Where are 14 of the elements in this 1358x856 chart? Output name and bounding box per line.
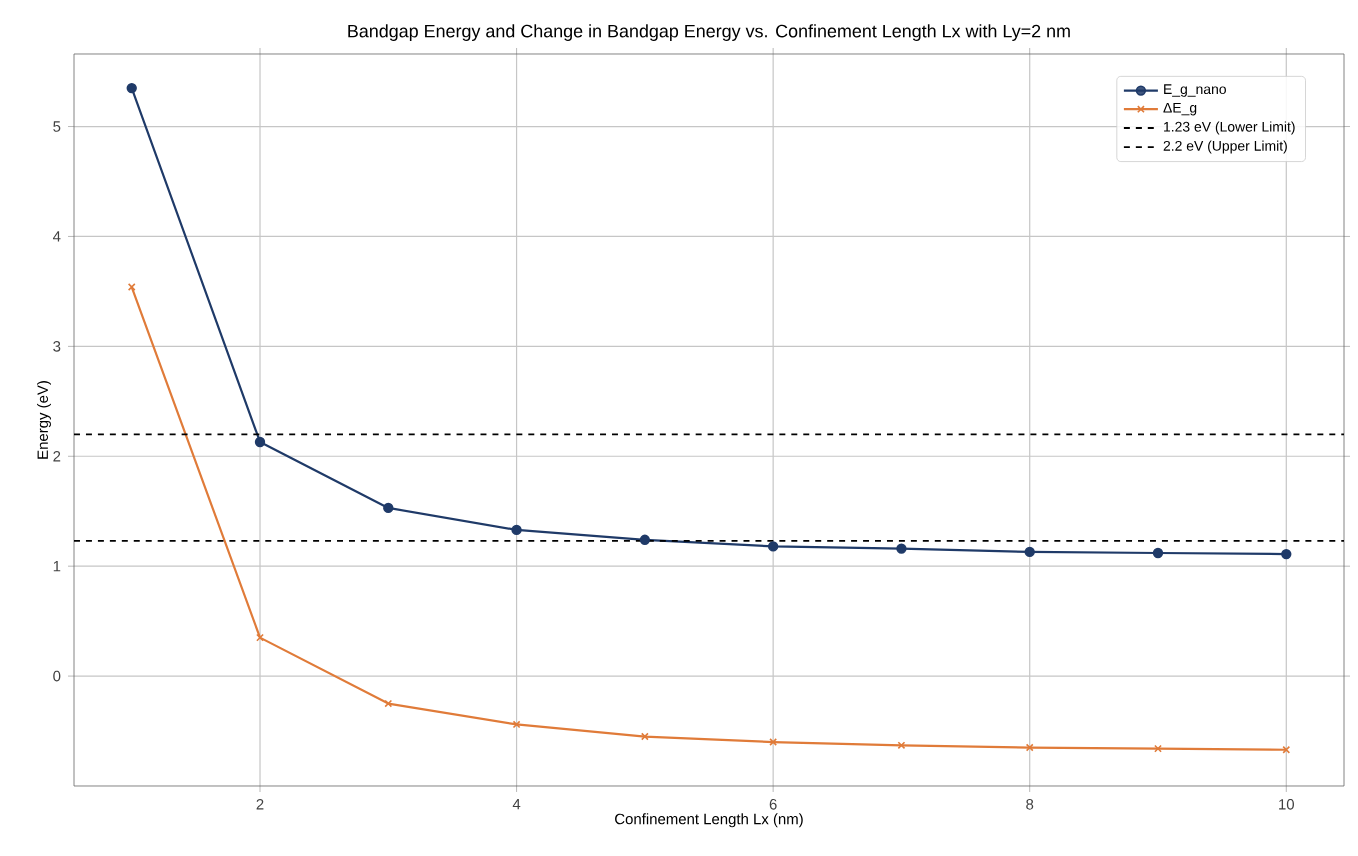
point xyxy=(512,720,521,729)
point xyxy=(639,534,651,545)
point xyxy=(1152,547,1164,559)
point xyxy=(1281,548,1292,560)
chart-title: Bandgap Energy and Change in Bandgap Energy vs. Confinement Length Lx with Ly=2 nm xyxy=(348,24,1070,41)
point xyxy=(383,502,394,514)
point xyxy=(126,82,137,94)
point xyxy=(1024,546,1035,558)
point xyxy=(769,738,778,746)
point xyxy=(511,524,522,536)
point xyxy=(767,541,779,552)
point xyxy=(254,436,266,448)
point xyxy=(896,543,907,554)
point xyxy=(897,741,906,750)
